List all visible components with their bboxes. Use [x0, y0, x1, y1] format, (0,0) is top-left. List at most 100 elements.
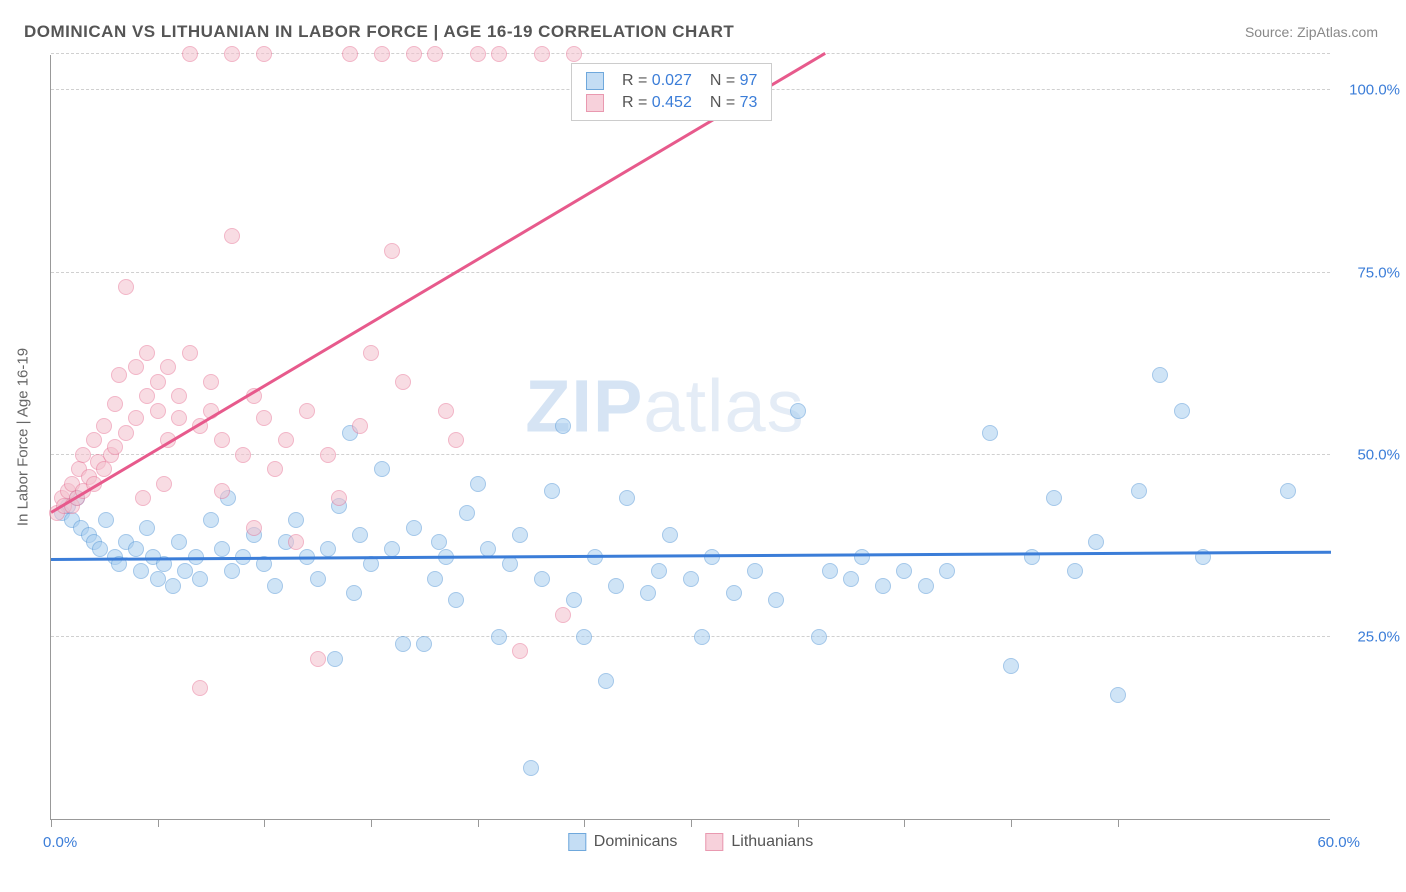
scatter-point — [150, 571, 166, 587]
swatch-dominicans — [586, 72, 604, 90]
gridline — [51, 636, 1330, 637]
scatter-point — [875, 578, 891, 594]
scatter-point — [327, 651, 343, 667]
scatter-point — [214, 541, 230, 557]
scatter-point — [139, 388, 155, 404]
x-tick — [1011, 819, 1012, 827]
scatter-point — [470, 476, 486, 492]
scatter-point — [235, 447, 251, 463]
scatter-point — [982, 425, 998, 441]
x-tick — [584, 819, 585, 827]
scatter-point — [352, 418, 368, 434]
scatter-point — [1174, 403, 1190, 419]
scatter-point — [939, 563, 955, 579]
scatter-point — [1046, 490, 1062, 506]
scatter-point — [177, 563, 193, 579]
scatter-point — [267, 461, 283, 477]
scatter-point — [822, 563, 838, 579]
scatter-point — [363, 345, 379, 361]
scatter-point — [98, 512, 114, 528]
scatter-point — [171, 388, 187, 404]
scatter-point — [854, 549, 870, 565]
scatter-point — [139, 345, 155, 361]
scatter-point — [694, 629, 710, 645]
scatter-point — [406, 46, 422, 62]
scatter-point — [224, 46, 240, 62]
scatter-point — [1024, 549, 1040, 565]
scatter-point — [1067, 563, 1083, 579]
stats-legend: R = 0.027 N = 97 R = 0.452 N = 73 — [571, 63, 772, 121]
source-label: Source: ZipAtlas.com — [1245, 24, 1378, 40]
scatter-point — [1152, 367, 1168, 383]
x-tick — [51, 819, 52, 827]
legend-item-dominicans: Dominicans — [568, 833, 678, 851]
x-tick — [1118, 819, 1119, 827]
scatter-point — [128, 359, 144, 375]
scatter-point — [246, 520, 262, 536]
scatter-point — [566, 46, 582, 62]
scatter-point — [427, 46, 443, 62]
scatter-point — [92, 541, 108, 557]
scatter-point — [278, 432, 294, 448]
scatter-point — [267, 578, 283, 594]
scatter-point — [310, 651, 326, 667]
scatter-point — [346, 585, 362, 601]
swatch-lithuanians — [586, 94, 604, 112]
scatter-point — [395, 374, 411, 390]
scatter-point — [192, 571, 208, 587]
scatter-point — [374, 46, 390, 62]
scatter-point — [96, 418, 112, 434]
scatter-point — [256, 46, 272, 62]
scatter-point — [427, 571, 443, 587]
scatter-point — [1131, 483, 1147, 499]
scatter-point — [288, 534, 304, 550]
x-tick — [264, 819, 265, 827]
scatter-point — [512, 643, 528, 659]
scatter-point — [544, 483, 560, 499]
scatter-point — [107, 396, 123, 412]
scatter-point — [470, 46, 486, 62]
scatter-point — [683, 571, 699, 587]
scatter-point — [171, 410, 187, 426]
x-tick — [371, 819, 372, 827]
scatter-point — [1110, 687, 1126, 703]
scatter-point — [459, 505, 475, 521]
watermark-bold: ZIP — [525, 365, 643, 448]
stats-row-dominicans: R = 0.027 N = 97 — [586, 70, 757, 92]
y-tick-label: 50.0% — [1340, 446, 1400, 463]
scatter-point — [843, 571, 859, 587]
legend-label-lithuanians: Lithuanians — [731, 833, 813, 851]
scatter-point — [203, 374, 219, 390]
scatter-point — [491, 629, 507, 645]
scatter-point — [747, 563, 763, 579]
scatter-point — [406, 520, 422, 536]
scatter-point — [640, 585, 656, 601]
scatter-point — [619, 490, 635, 506]
scatter-point — [555, 418, 571, 434]
n-value-dominicans: 97 — [740, 72, 758, 89]
y-tick-label: 75.0% — [1340, 264, 1400, 281]
chart-title: DOMINICAN VS LITHUANIAN IN LABOR FORCE |… — [24, 22, 734, 42]
scatter-point — [352, 527, 368, 543]
scatter-point — [224, 563, 240, 579]
scatter-point — [128, 410, 144, 426]
scatter-point — [448, 592, 464, 608]
scatter-point — [192, 680, 208, 696]
scatter-point — [342, 46, 358, 62]
legend-item-lithuanians: Lithuanians — [705, 833, 813, 851]
y-tick-label: 25.0% — [1340, 628, 1400, 645]
legend-swatch-lithuanians — [705, 833, 723, 851]
n-value-lithuanians: 73 — [740, 94, 758, 111]
scatter-point — [768, 592, 784, 608]
x-axis-max-label: 60.0% — [1317, 834, 1360, 851]
y-axis-label: In Labor Force | Age 16-19 — [15, 348, 32, 526]
series-legend: Dominicans Lithuanians — [568, 833, 813, 851]
scatter-point — [555, 607, 571, 623]
scatter-point — [384, 243, 400, 259]
scatter-point — [896, 563, 912, 579]
x-tick — [904, 819, 905, 827]
plot-area: In Labor Force | Age 16-19 ZIPatlas 25.0… — [50, 55, 1330, 820]
scatter-point — [133, 563, 149, 579]
scatter-point — [118, 425, 134, 441]
r-value-lithuanians: 0.452 — [652, 94, 692, 111]
